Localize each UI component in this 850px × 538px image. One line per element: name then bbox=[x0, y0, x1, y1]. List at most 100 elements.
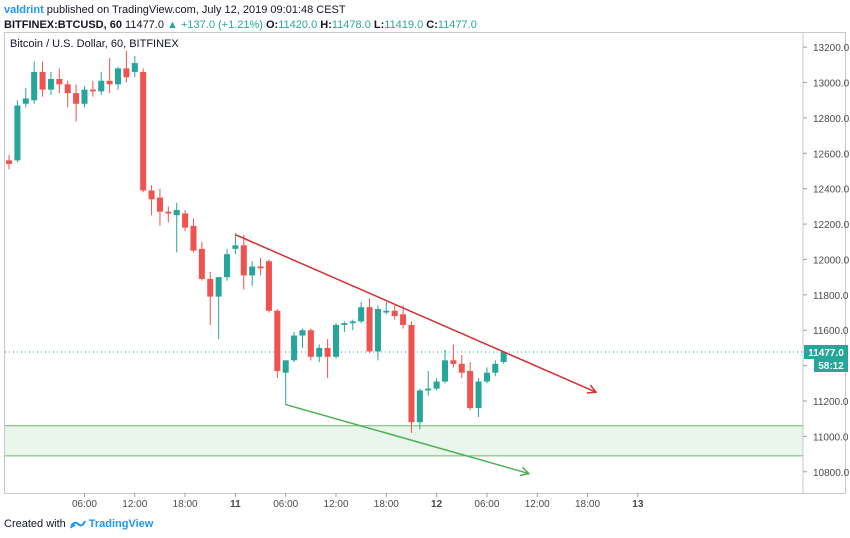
y-tick-label: 11200.0 bbox=[813, 397, 849, 408]
x-tick-label: 18:00 bbox=[173, 499, 198, 510]
candle-body bbox=[223, 254, 231, 278]
candle-down bbox=[140, 68, 147, 193]
candle-body bbox=[89, 89, 96, 92]
candle-body bbox=[366, 307, 373, 352]
candle-body bbox=[475, 381, 482, 409]
y-tick-label: 12400.0 bbox=[813, 185, 850, 196]
candle-down bbox=[467, 362, 474, 410]
candle-up bbox=[223, 248, 231, 281]
candle-up bbox=[349, 319, 356, 331]
candle-down bbox=[307, 328, 314, 361]
candle-body bbox=[115, 68, 122, 85]
candle-down bbox=[240, 234, 247, 290]
chart-frame bbox=[4, 32, 846, 494]
candle-body bbox=[207, 278, 214, 297]
candle-body bbox=[467, 370, 474, 409]
close-value: 11477.0 bbox=[437, 19, 477, 31]
support-trendline bbox=[285, 403, 530, 475]
candle-body bbox=[282, 360, 289, 373]
candle-down bbox=[458, 355, 465, 378]
candle-body bbox=[500, 351, 507, 363]
candle-up bbox=[416, 388, 423, 430]
last-price: 11477.0 bbox=[125, 19, 164, 31]
low-label: L: bbox=[373, 19, 385, 31]
price-change: ▲ +137.0 (+1.21%) bbox=[167, 19, 263, 31]
candle-up bbox=[316, 344, 323, 363]
candle-body bbox=[198, 248, 205, 279]
y-tick-label: 13000.0 bbox=[813, 79, 850, 90]
y-tick-label: 12800.0 bbox=[813, 114, 850, 125]
candle-body bbox=[383, 310, 390, 313]
candle-down bbox=[182, 209, 189, 232]
candle-body bbox=[332, 324, 340, 357]
countdown-label: 58:12 bbox=[818, 361, 844, 372]
publish-line: valdrint published on TradingView.com, J… bbox=[4, 3, 477, 17]
candle-down bbox=[123, 50, 130, 83]
candle-body bbox=[14, 105, 21, 161]
tradingview-brand-text: TradingView bbox=[88, 518, 154, 530]
x-tick-label: 13 bbox=[632, 499, 644, 510]
candle-body bbox=[31, 71, 38, 101]
x-tick-label: 18:00 bbox=[575, 499, 600, 510]
candle-up bbox=[433, 378, 440, 391]
candle-body bbox=[232, 245, 239, 249]
candle-body bbox=[240, 245, 247, 276]
low-value: 11419.0 bbox=[384, 19, 424, 31]
candle-body bbox=[39, 71, 46, 90]
candle-body bbox=[6, 160, 13, 164]
candle-up bbox=[483, 367, 490, 384]
x-tick-label: 06:00 bbox=[474, 499, 499, 510]
created-with-text: Created with bbox=[4, 518, 66, 530]
candle-up bbox=[299, 328, 306, 348]
candle-body bbox=[56, 79, 63, 85]
candle-down bbox=[89, 80, 96, 97]
candle-body bbox=[492, 363, 499, 373]
candle-down bbox=[324, 339, 331, 378]
symbol-label: BITFINEX:BTCUSD, 60 bbox=[4, 19, 122, 31]
candle-up bbox=[332, 323, 340, 359]
last-price-label: 11477.0 bbox=[808, 348, 844, 359]
tradingview-brand[interactable]: TradingView bbox=[69, 518, 154, 530]
x-tick-label: 12:00 bbox=[525, 499, 550, 510]
candle-up bbox=[14, 100, 21, 163]
candle-body bbox=[307, 330, 314, 357]
y-tick-label: 10800.0 bbox=[813, 468, 850, 479]
candle-down bbox=[391, 305, 398, 320]
candle-up bbox=[374, 305, 381, 361]
candle-body bbox=[140, 71, 147, 191]
candle-body bbox=[22, 98, 29, 104]
candle-down bbox=[148, 185, 155, 216]
candle-up bbox=[31, 61, 38, 104]
candle-up bbox=[173, 202, 180, 253]
candle-up bbox=[98, 71, 105, 95]
candle-up bbox=[341, 321, 348, 332]
candle-body bbox=[165, 211, 172, 214]
close-label: C: bbox=[426, 19, 438, 31]
published-text: published on TradingView.com, July 12, 2… bbox=[46, 4, 346, 16]
x-tick-label: 12 bbox=[431, 499, 443, 510]
candle-down bbox=[56, 68, 63, 94]
candle-body bbox=[441, 360, 449, 382]
candle-down bbox=[207, 271, 214, 325]
candle-body bbox=[416, 390, 423, 423]
candle-up bbox=[81, 86, 88, 108]
candle-up bbox=[500, 351, 507, 364]
candle-down bbox=[64, 80, 71, 108]
candle-down bbox=[198, 241, 205, 281]
open-label: O: bbox=[266, 19, 279, 31]
candle-down bbox=[274, 309, 281, 378]
support-arrow-icon bbox=[519, 466, 531, 477]
author-name[interactable]: valdrint bbox=[4, 4, 44, 16]
footer: Created with TradingView bbox=[4, 518, 153, 530]
high-label: H: bbox=[320, 19, 332, 31]
candle-body bbox=[106, 80, 113, 85]
resistance-arrow-icon bbox=[586, 384, 598, 394]
candle-down bbox=[6, 155, 13, 170]
candle-up bbox=[47, 71, 54, 95]
last-price-badge bbox=[804, 344, 848, 359]
tradingview-logo-icon bbox=[69, 520, 86, 529]
candle-body bbox=[425, 388, 432, 391]
chart-title: Bitcoin / U.S. Dollar, 60, BITFINEX bbox=[10, 38, 179, 50]
x-tick-label: 06:00 bbox=[273, 499, 298, 510]
